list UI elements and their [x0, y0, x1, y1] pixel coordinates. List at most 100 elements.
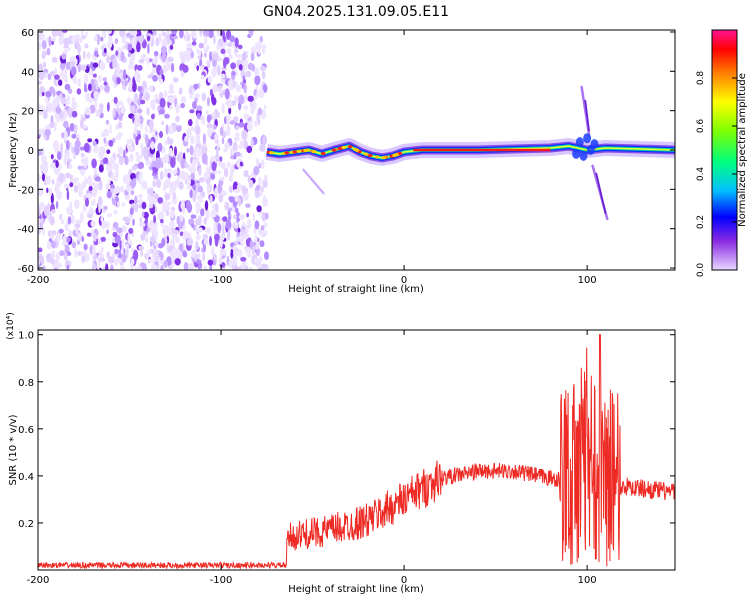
noise-blob — [40, 255, 45, 266]
noise-blob — [137, 64, 143, 71]
noise-blob — [195, 125, 201, 135]
noise-blob — [107, 213, 112, 218]
noise-blob — [242, 60, 248, 71]
noise-blob — [218, 257, 223, 265]
noise-blob — [54, 184, 59, 194]
noise-blob — [262, 196, 267, 207]
noise-blob — [179, 251, 183, 260]
noise-blob — [73, 177, 79, 182]
noise-blob — [103, 47, 107, 54]
noise-blob — [129, 207, 134, 216]
noise-blob — [111, 172, 115, 181]
noise-blob — [99, 61, 106, 71]
noise-blob — [259, 240, 265, 248]
noise-blob — [69, 122, 75, 132]
noise-blob — [110, 264, 114, 270]
noise-blob — [119, 261, 124, 266]
noise-blob — [49, 213, 52, 223]
noise-blob — [108, 139, 114, 147]
noise-blob — [197, 112, 201, 119]
noise-blob — [221, 137, 225, 145]
noise-blob — [200, 65, 204, 71]
noise-blob — [38, 217, 41, 225]
noise-blob — [211, 97, 217, 106]
noise-blob — [42, 50, 47, 57]
noise-blob — [262, 178, 268, 188]
noise-blob — [203, 46, 208, 53]
noise-blob — [205, 109, 209, 115]
colorbar-tick-label: 0.0 — [696, 263, 706, 278]
noise-blob — [224, 142, 230, 150]
noise-blob — [148, 258, 153, 263]
noise-blob — [262, 230, 268, 236]
noise-blob — [250, 52, 255, 62]
noise-blob — [203, 265, 207, 270]
noise-blob — [155, 131, 158, 136]
noise-blob — [169, 209, 175, 219]
noise-blob — [48, 187, 53, 197]
noise-blob — [54, 127, 57, 132]
snr-line — [38, 334, 675, 570]
noise-blob — [56, 151, 62, 161]
noise-blob — [238, 235, 245, 243]
noise-blob — [220, 73, 225, 79]
noise-blob — [127, 51, 132, 58]
noise-blob — [83, 142, 90, 153]
noise-blob — [167, 173, 171, 178]
noise-blob — [90, 78, 95, 88]
noise-blob — [109, 156, 115, 166]
noise-blob — [232, 255, 238, 266]
noise-blob — [213, 65, 217, 76]
noise-blob — [206, 96, 210, 107]
noise-blob — [192, 30, 197, 40]
noise-blob — [106, 41, 113, 49]
noise-blob — [38, 228, 42, 235]
noise-blob — [225, 202, 230, 211]
noise-blob — [190, 50, 194, 59]
noise-blob — [48, 35, 52, 47]
noise-blob — [92, 140, 97, 147]
noise-blob — [173, 168, 178, 174]
noise-blob — [152, 180, 156, 188]
noise-blob — [40, 154, 47, 164]
noise-blob — [84, 86, 88, 93]
noise-blob — [262, 136, 266, 145]
noise-blob — [63, 183, 70, 189]
noise-blob — [179, 30, 184, 39]
noise-blob — [197, 148, 203, 157]
noise-blob — [189, 94, 193, 100]
noise-blob — [127, 97, 131, 104]
noise-blob — [184, 162, 189, 169]
noise-blob — [105, 119, 110, 125]
noise-blob — [86, 192, 92, 199]
noise-blob — [200, 208, 205, 217]
noise-blob — [233, 95, 239, 103]
noise-blob — [161, 120, 165, 126]
noise-blob — [106, 229, 109, 235]
noise-blob — [171, 227, 176, 234]
noise-blob — [178, 181, 184, 190]
noise-blob — [211, 161, 217, 172]
noise-blob — [38, 41, 42, 51]
noise-blob — [66, 139, 70, 150]
noise-blob — [52, 98, 59, 108]
noise-blob — [151, 113, 155, 120]
noise-blob — [195, 241, 199, 251]
noise-blob — [149, 119, 154, 131]
noise-blob — [206, 114, 211, 123]
colorbar-label: Normalized spectral amplitude — [737, 73, 748, 227]
noise-blob — [219, 156, 223, 162]
noise-blob — [198, 177, 205, 183]
noise-blob — [100, 36, 104, 42]
spectrogram-y-tick-label: -20 — [18, 185, 34, 196]
noise-blob — [158, 108, 165, 115]
noise-blob — [161, 32, 167, 37]
colorbar-tick-label: 0.8 — [696, 71, 706, 86]
noise-blob — [253, 120, 258, 128]
noise-blob — [190, 171, 195, 182]
noise-blob — [99, 257, 106, 262]
noise-blob — [260, 230, 264, 239]
noise-blob — [101, 45, 104, 50]
noise-blob — [164, 167, 168, 178]
noise-blob — [234, 48, 239, 54]
